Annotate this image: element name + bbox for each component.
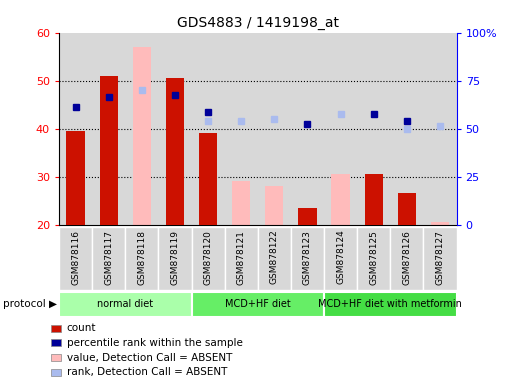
Text: GSM878126: GSM878126 xyxy=(402,230,411,285)
Bar xyxy=(92,33,125,225)
Text: GSM878120: GSM878120 xyxy=(204,230,212,285)
Bar xyxy=(431,222,449,225)
Bar xyxy=(324,227,357,290)
Bar xyxy=(232,182,250,225)
Text: percentile rank within the sample: percentile rank within the sample xyxy=(67,338,243,348)
Bar xyxy=(258,227,291,290)
Bar xyxy=(191,33,225,225)
Text: MCD+HF diet with metformin: MCD+HF diet with metformin xyxy=(319,299,462,310)
Bar xyxy=(423,227,457,290)
Text: count: count xyxy=(67,323,96,333)
Bar xyxy=(125,33,159,225)
Text: GSM878125: GSM878125 xyxy=(369,230,378,285)
Title: GDS4883 / 1419198_at: GDS4883 / 1419198_at xyxy=(177,16,339,30)
Bar xyxy=(398,194,416,225)
Bar xyxy=(225,33,258,225)
Bar xyxy=(199,134,217,225)
Bar xyxy=(365,174,383,225)
Bar xyxy=(291,227,324,290)
Text: MCD+HF diet: MCD+HF diet xyxy=(225,299,291,310)
Bar xyxy=(225,227,258,290)
Bar xyxy=(67,131,85,225)
Bar xyxy=(92,227,125,290)
Text: rank, Detection Call = ABSENT: rank, Detection Call = ABSENT xyxy=(67,367,227,377)
Text: GSM878118: GSM878118 xyxy=(137,230,146,285)
Bar xyxy=(59,33,92,225)
Text: GSM878117: GSM878117 xyxy=(104,230,113,285)
Text: GSM878123: GSM878123 xyxy=(303,230,312,285)
Bar xyxy=(166,78,184,225)
Bar xyxy=(324,33,357,225)
Bar xyxy=(390,33,423,225)
Text: value, Detection Call = ABSENT: value, Detection Call = ABSENT xyxy=(67,353,232,362)
Bar xyxy=(133,47,151,225)
Bar xyxy=(324,292,457,317)
Text: GSM878121: GSM878121 xyxy=(236,230,246,285)
Bar xyxy=(159,33,191,225)
Bar xyxy=(258,33,291,225)
Text: normal diet: normal diet xyxy=(97,299,153,310)
Bar xyxy=(59,227,92,290)
Bar xyxy=(357,33,390,225)
Bar xyxy=(357,227,390,290)
Bar xyxy=(331,174,350,225)
Text: GSM878116: GSM878116 xyxy=(71,230,80,285)
Text: protocol ▶: protocol ▶ xyxy=(3,299,56,310)
Text: GSM878127: GSM878127 xyxy=(436,230,444,285)
Bar xyxy=(59,292,191,317)
Bar xyxy=(159,227,191,290)
Bar xyxy=(100,76,118,225)
Text: GSM878124: GSM878124 xyxy=(336,230,345,285)
Bar xyxy=(265,186,284,225)
Bar xyxy=(125,227,159,290)
Bar xyxy=(191,227,225,290)
Bar xyxy=(291,33,324,225)
Bar xyxy=(423,33,457,225)
Text: GSM878119: GSM878119 xyxy=(170,230,180,285)
Bar xyxy=(299,208,317,225)
Text: GSM878122: GSM878122 xyxy=(270,230,279,285)
Bar xyxy=(390,227,423,290)
Bar xyxy=(191,292,324,317)
